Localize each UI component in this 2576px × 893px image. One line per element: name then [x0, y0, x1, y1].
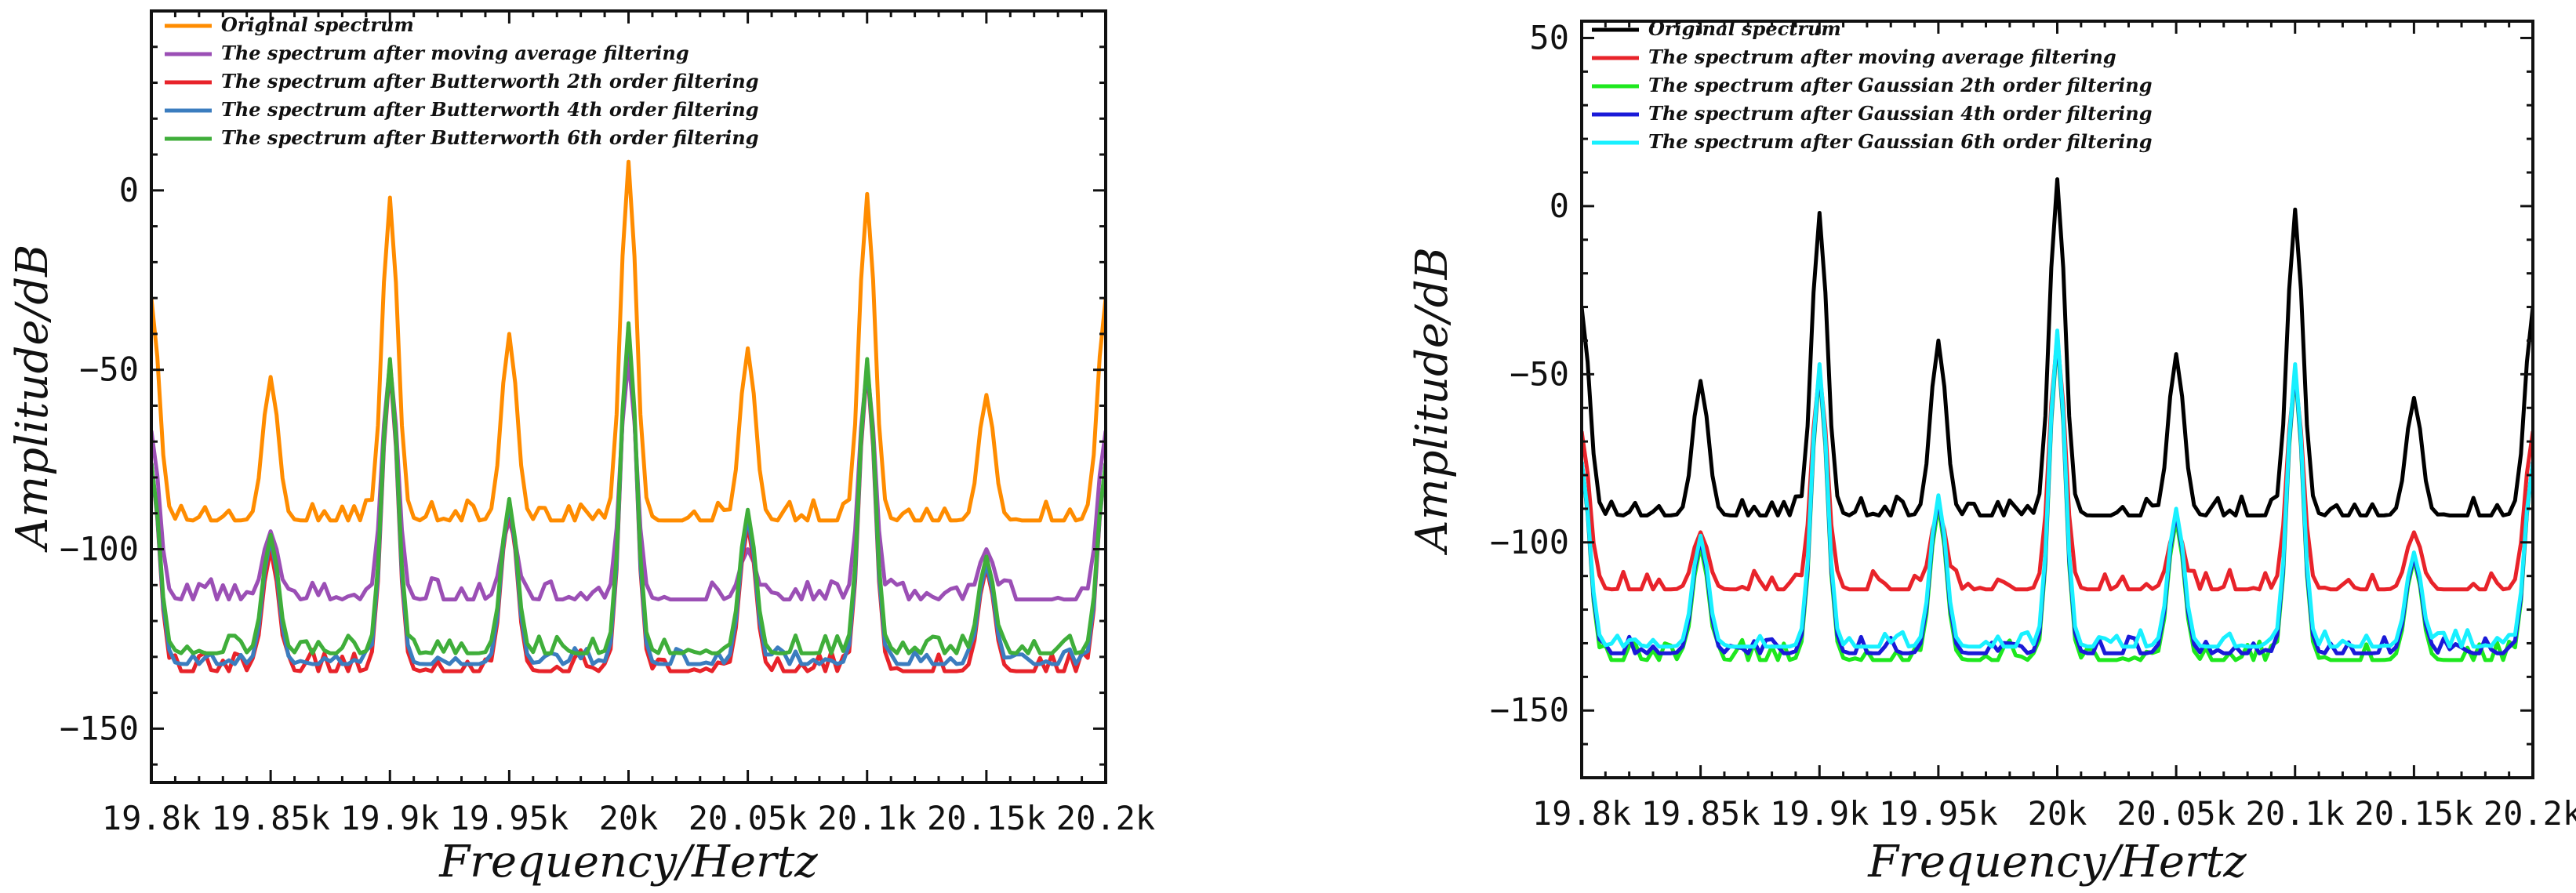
y-axis-title: Amplitude/dB	[7, 245, 58, 554]
x-tick-label: 19.9k	[340, 799, 439, 837]
legend: Original spectrum The spectrum after movi…	[1592, 17, 2152, 153]
x-axis-title: Frequency/Hertz	[438, 837, 818, 888]
x-tick-label: 19.9k	[1770, 794, 1869, 833]
y-tick-label: −50	[1510, 354, 1569, 393]
y-tick-label: 50	[1529, 18, 1569, 56]
series-line-1	[151, 159, 1106, 523]
legend-label: The spectrum after Butterworth 2th order…	[221, 70, 759, 93]
y-tick-label: 0	[1550, 187, 1569, 225]
x-tick-label: 19.95k	[1879, 794, 1998, 833]
series-line-5	[151, 321, 1106, 655]
x-axis-title: Frequency/Hertz	[1867, 837, 2247, 888]
y-tick-label: −100	[1490, 523, 1569, 561]
legend-label: Original spectrum	[1648, 17, 1841, 40]
series-line-3	[1582, 335, 2533, 662]
y-tick-label: −150	[1490, 691, 1569, 729]
legend-label: The spectrum after Gaussian 6th order fi…	[1648, 130, 2152, 153]
x-tick-label: 20.1k	[2246, 794, 2345, 833]
y-tick-label: 0	[119, 171, 139, 209]
y-tick-label: −100	[60, 530, 139, 568]
legend-label: The spectrum after Gaussian 4th order fi…	[1648, 102, 2152, 125]
legend-label: The spectrum after Gaussian 2th order fi…	[1648, 74, 2152, 96]
legend-label: Original spectrum	[221, 13, 414, 36]
y-tick-label: −50	[79, 350, 139, 389]
x-tick-label: 19.8k	[1532, 794, 1631, 833]
series-line-4	[1582, 332, 2533, 655]
x-tick-label: 20.1k	[818, 799, 917, 837]
x-tick-label: 20.15k	[2355, 794, 2474, 833]
y-tick-label: −150	[60, 709, 139, 747]
x-tick-label: 20k	[599, 799, 659, 837]
x-tick-label: 19.8k	[102, 799, 201, 837]
chart-1: 19.8k 19.85k 19.9k 19.95k 20k 20.05k 20.1k 20.1…	[7, 9, 1155, 888]
x-tick-label: 19.85k	[211, 799, 330, 837]
x-tick-label: 19.95k	[450, 799, 569, 837]
series-line-5	[1582, 329, 2533, 649]
series-line-2	[151, 357, 1106, 602]
legend-label: The spectrum after Butterworth 6th order…	[221, 126, 759, 149]
x-tick-label: 20.2k	[2483, 794, 2576, 833]
series-line-2	[1582, 335, 2533, 592]
x-tick-label: 20.15k	[927, 799, 1046, 837]
legend-label: The spectrum after Butterworth 4th order…	[221, 98, 759, 121]
y-axis-title: Amplitude/dB	[1407, 247, 1458, 556]
x-tick-label: 20.05k	[2116, 794, 2236, 833]
x-tick-label: 20k	[2028, 794, 2087, 833]
x-tick-label: 20.05k	[689, 799, 808, 837]
x-tick-label: 20.2k	[1056, 799, 1155, 837]
series-line-1	[1582, 177, 2533, 517]
legend-label: The spectrum after moving average filter…	[1648, 45, 2116, 68]
chart-2: 19.8k 19.85k 19.9k 19.95k 20k 20.05k 20.1k 20.1…	[1407, 17, 2576, 888]
legend-label: The spectrum after moving average filter…	[221, 42, 689, 64]
legend: Original spectrum The spectrum after movi…	[165, 13, 759, 149]
x-tick-label: 19.85k	[1641, 794, 1760, 833]
